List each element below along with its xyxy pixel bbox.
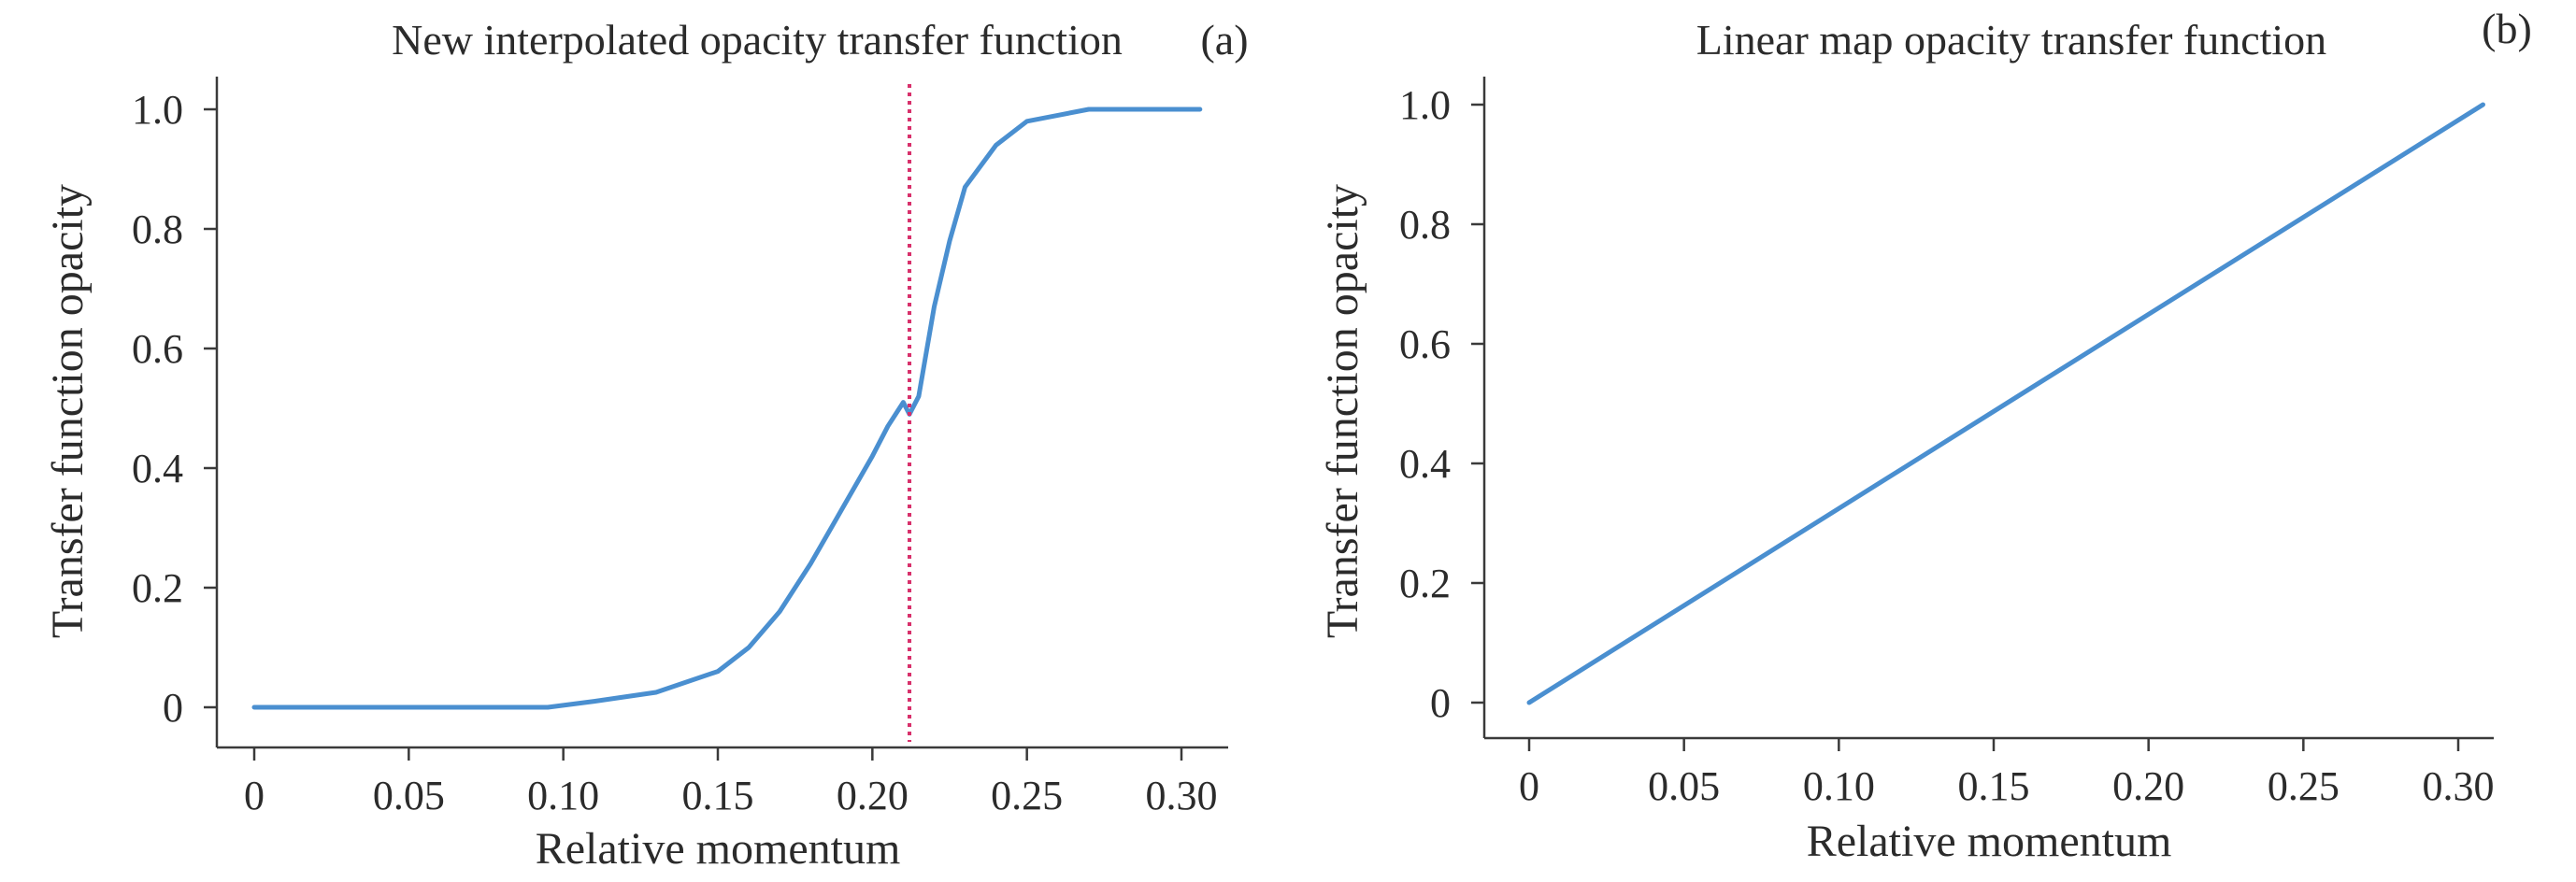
y-tick-label: 0.4 <box>132 446 183 491</box>
y-tick-label: 0.4 <box>1399 441 1451 487</box>
x-tick-label: 0 <box>244 773 265 818</box>
y-tick-label: 0.2 <box>1399 561 1451 606</box>
x-tick-label: 0.10 <box>527 773 599 818</box>
x-tick-label: 0.20 <box>837 773 909 818</box>
panel-a-title: New interpolated opacity transfer functi… <box>392 16 1123 64</box>
x-tick-label: 0.30 <box>2423 763 2495 809</box>
x-tick-label: 0.15 <box>1958 763 2030 809</box>
x-tick-label: 0.25 <box>991 773 1063 818</box>
x-tick-label: 0.15 <box>682 773 754 818</box>
panel-a-y-axis-label: Transfer function opacity <box>43 184 93 638</box>
panel-b-plot-area <box>1526 102 2485 705</box>
panel-b-y-axis-label: Transfer function opacity <box>1318 184 1367 638</box>
series-line <box>251 107 1203 710</box>
panel-a: New interpolated opacity transfer functi… <box>43 16 1249 874</box>
panel-b: Linear map opacity transfer function (b)… <box>1318 5 2532 866</box>
panel-a-y-ticks: 0 0.2 0.4 0.6 0.8 1.0 <box>132 87 217 731</box>
x-tick-label: 0.30 <box>1146 773 1218 818</box>
y-tick-label: 0.2 <box>132 565 183 611</box>
panel-a-tag: (a) <box>1200 16 1248 64</box>
x-tick-label: 0.05 <box>1648 763 1720 809</box>
panel-b-x-ticks: 0 0.05 0.10 0.15 0.20 0.25 0.30 <box>1519 738 2495 809</box>
y-tick-label: 0.8 <box>132 206 183 252</box>
x-tick-label: 0 <box>1519 763 1539 809</box>
y-tick-label: 0 <box>163 685 183 731</box>
x-tick-label: 0.20 <box>2112 763 2184 809</box>
series-line <box>1526 102 2485 705</box>
y-tick-label: 1.0 <box>1399 82 1451 128</box>
y-tick-label: 0 <box>1430 680 1451 726</box>
panel-b-title: Linear map opacity transfer function <box>1696 16 2326 64</box>
y-tick-label: 0.6 <box>132 326 183 372</box>
x-tick-label: 0.10 <box>1803 763 1875 809</box>
y-tick-label: 0.6 <box>1399 321 1451 367</box>
x-tick-label: 0.25 <box>2268 763 2340 809</box>
y-tick-label: 1.0 <box>132 87 183 133</box>
panel-a-x-axis-label: Relative momentum <box>536 824 901 874</box>
panel-b-x-axis-label: Relative momentum <box>1807 817 2172 866</box>
y-tick-label: 0.8 <box>1399 202 1451 248</box>
panel-a-x-ticks: 0 0.05 0.10 0.15 0.20 0.25 0.30 <box>244 747 1218 818</box>
panel-b-y-ticks: 0 0.2 0.4 0.6 0.8 1.0 <box>1399 82 1484 726</box>
panel-a-plot-area <box>251 84 1203 742</box>
x-tick-label: 0.05 <box>373 773 445 818</box>
panel-b-tag: (b) <box>2482 5 2532 52</box>
